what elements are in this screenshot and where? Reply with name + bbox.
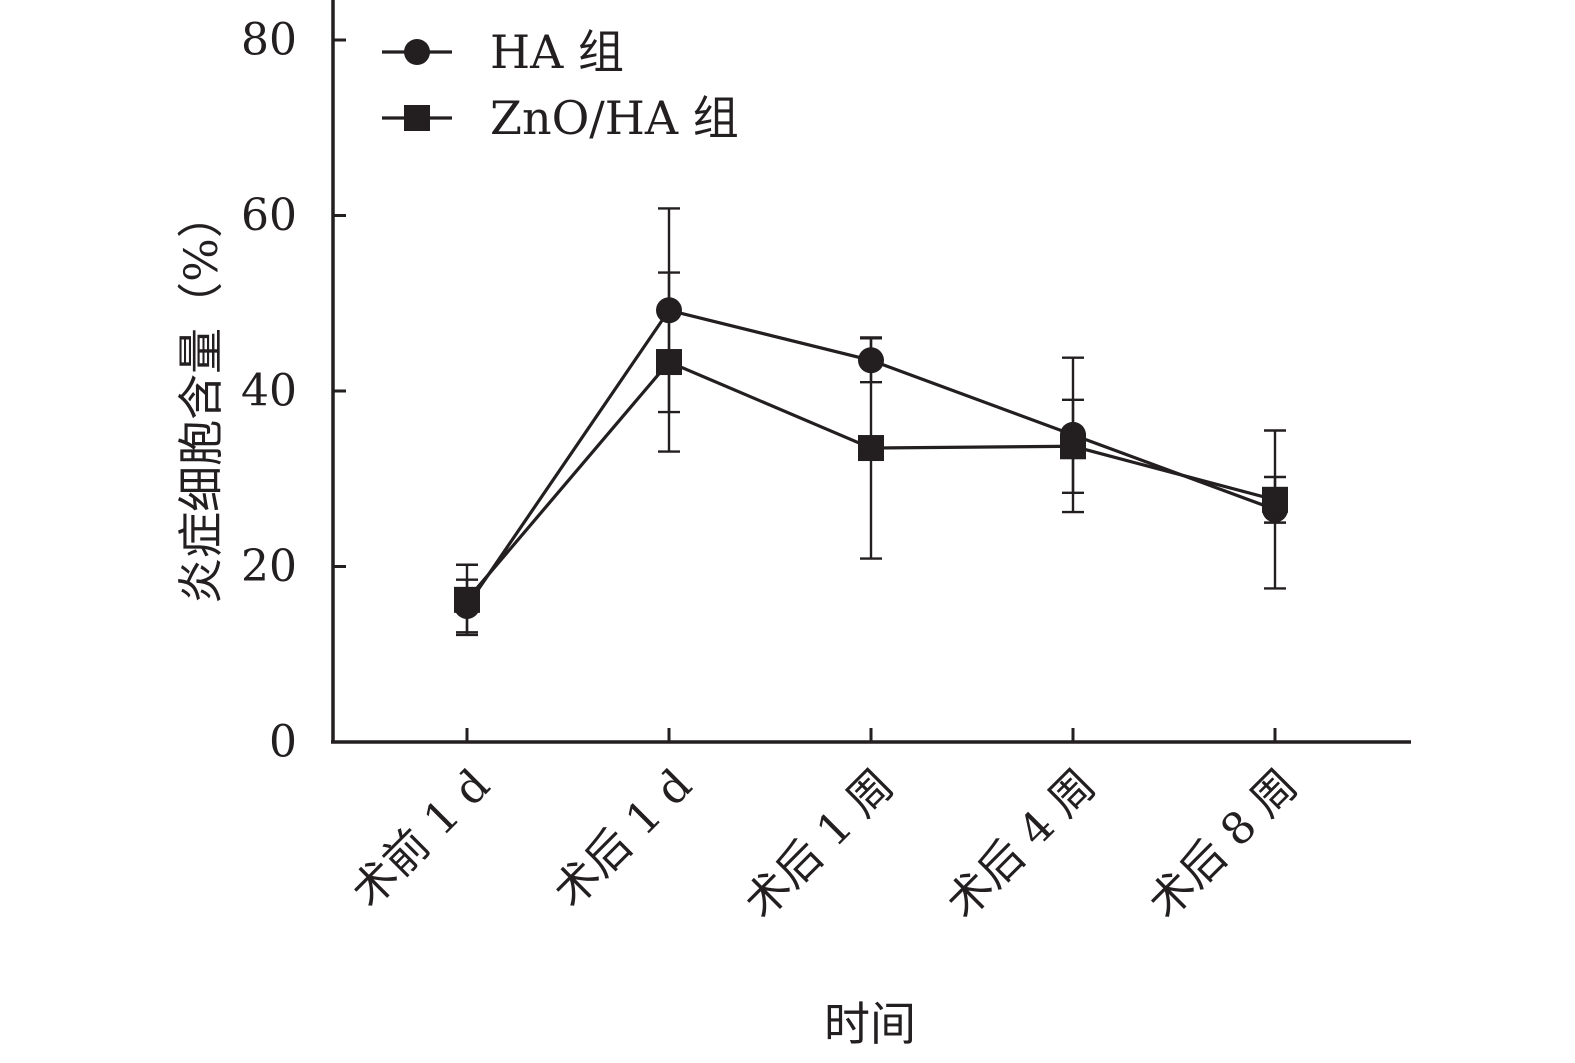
x-tick-label: 术后 1 周 (735, 760, 904, 929)
data-point-square (454, 586, 480, 613)
legend: HA 组 ZnO/HA 组 (382, 25, 739, 145)
series-layer (454, 207, 1288, 637)
x-tick-label: 术前 1 d (342, 760, 500, 918)
x-tick-label: 术后 4 周 (937, 760, 1106, 929)
legend-label: HA 组 (490, 25, 624, 79)
y-tick-label: 40 (241, 366, 297, 417)
y-ticks: 0 20 40 60 80 (241, 15, 346, 768)
legend-label: ZnO/HA 组 (490, 91, 739, 145)
y-tick-label: 20 (241, 541, 297, 592)
x-tick-label: 术后 1 d (544, 760, 702, 918)
data-point-square (1262, 486, 1288, 513)
legend-item: HA 组 (382, 25, 624, 79)
x-tick-label: 术后 8 周 (1139, 760, 1308, 929)
x-ticks: 术前 1 d 术后 1 d 术后 1 周术后 4 周术后 8 周 (342, 728, 1308, 929)
data-point-square (1060, 433, 1086, 460)
y-tick-label: 0 (269, 717, 297, 768)
legend-marker-circle (404, 39, 430, 65)
data-point-square (656, 349, 682, 376)
y-tick-label: 80 (241, 15, 297, 66)
x-axis-title: 时间 (824, 997, 916, 1051)
legend-marker-square (404, 105, 430, 131)
series-2 (454, 271, 1288, 637)
y-axis-title: 炎症细胞含量（%） (174, 192, 228, 604)
legend-item: ZnO/HA 组 (382, 91, 739, 145)
y-tick-label: 60 (241, 190, 297, 241)
data-point-square (858, 435, 884, 462)
